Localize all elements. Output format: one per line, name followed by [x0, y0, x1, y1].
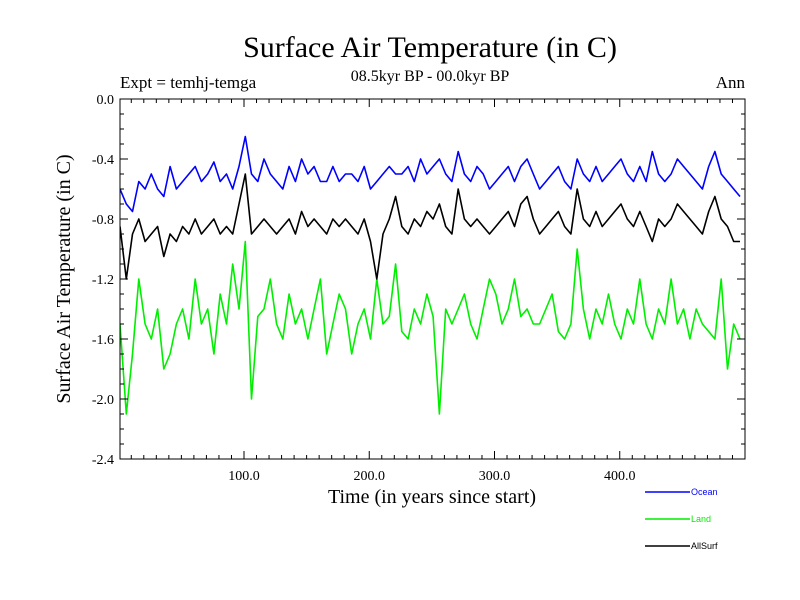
legend-label-allsurf: AllSurf — [691, 541, 718, 551]
y-tick-label: -1.6 — [92, 333, 114, 348]
x-tick-label: 300.0 — [479, 469, 511, 484]
experiment-label: Expt = temhj-temga — [120, 73, 257, 92]
series-line-land — [120, 240, 741, 415]
season-label: Ann — [716, 73, 746, 92]
y-tick-label: -2.4 — [92, 453, 114, 468]
y-tick-label: -0.4 — [92, 153, 114, 168]
y-tick-label: -0.8 — [92, 213, 114, 228]
x-tick-label: 400.0 — [604, 469, 636, 484]
legend-label-land: Land — [691, 514, 711, 524]
legend: Ocean Land AllSurf — [645, 487, 718, 551]
x-tick-label: 100.0 — [228, 469, 260, 484]
legend-label-ocean: Ocean — [691, 487, 718, 497]
y-tick-label: 0.0 — [97, 93, 115, 108]
y-axis-label: Surface Air Temperature (in C) — [53, 154, 75, 403]
y-tick-label: -1.2 — [92, 273, 114, 288]
x-axis-label: Time (in years since start) — [328, 486, 536, 508]
series-line-ocean — [120, 135, 741, 213]
chart-title: Surface Air Temperature (in C) — [243, 31, 617, 64]
series-line-allsurf — [120, 173, 740, 280]
chart-subtitle: 08.5kyr BP - 00.0kyr BP — [351, 68, 510, 85]
y-tick-label: -2.0 — [92, 393, 114, 408]
x-tick-label: 200.0 — [353, 469, 385, 484]
